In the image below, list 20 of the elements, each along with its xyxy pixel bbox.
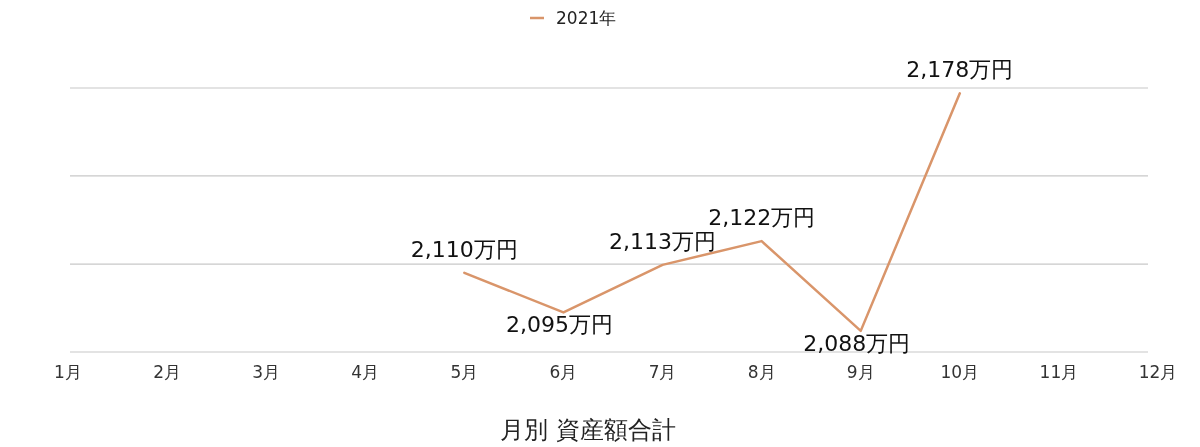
x-tick-label: 1月	[54, 362, 82, 382]
x-tick-label: 10月	[940, 362, 980, 382]
data-label: 2,178万円	[906, 57, 1014, 83]
x-axis-title: 月別 資産額合計	[500, 416, 676, 444]
x-tick-label: 4月	[351, 362, 380, 382]
data-label: 2,088万円	[803, 330, 911, 356]
data-label: 2,113万円	[609, 228, 717, 254]
data-label: 2,110万円	[410, 236, 518, 262]
x-tick-label: 6月	[549, 362, 578, 382]
x-tick-label: 2月	[153, 362, 181, 382]
x-tick-label: 3月	[252, 362, 281, 382]
x-tick-label: 5月	[450, 362, 479, 382]
x-tick-label: 11月	[1039, 362, 1079, 382]
x-tick-label: 7月	[648, 362, 677, 382]
x-tick-label: 8月	[747, 362, 776, 382]
x-tick-label: 12月	[1138, 362, 1178, 382]
data-label: 2,122万円	[708, 205, 816, 231]
data-label: 2,095万円	[505, 312, 613, 338]
legend-label: 2021年	[556, 8, 617, 28]
x-tick-label: 9月	[846, 362, 875, 382]
